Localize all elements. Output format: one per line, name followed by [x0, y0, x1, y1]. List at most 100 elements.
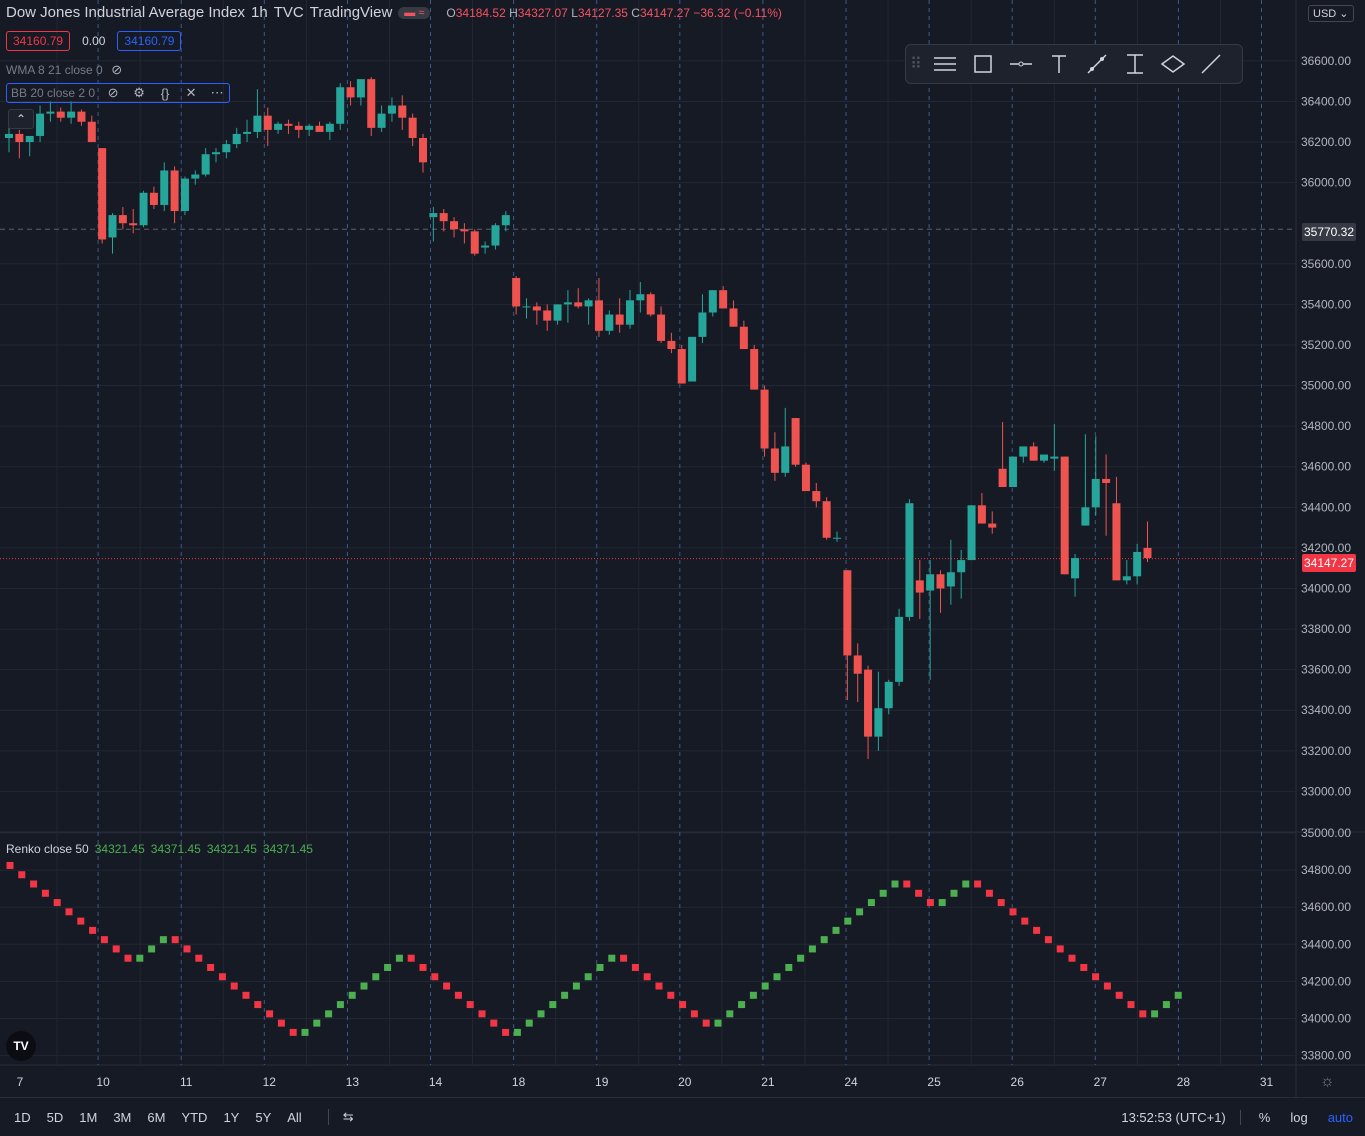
currency-button[interactable]: USD ⌄ [1308, 5, 1354, 22]
time-axis[interactable]: 7 10 11 12 13 14 18 19 20 21 24 25 26 27 28 31 [17, 1075, 1274, 1089]
candle-body [770, 448, 779, 473]
y-tick-label: 33200.00 [1301, 744, 1351, 758]
range-6m-button[interactable]: 6M [147, 1109, 166, 1125]
tradingview-logo[interactable]: TV [6, 1031, 36, 1061]
chevron-up-icon: ⌃ [15, 112, 27, 126]
price-range-button[interactable] [1116, 45, 1154, 83]
renko-brick [1080, 963, 1088, 971]
renko-brick [431, 973, 439, 981]
source-code-icon[interactable]: {} [160, 85, 170, 101]
ray-tool-button[interactable] [1192, 45, 1230, 83]
renko-brick [1139, 1010, 1147, 1018]
text-tool-button[interactable] [1040, 45, 1078, 83]
percent-scale-button[interactable]: % [1258, 1109, 1271, 1125]
range-1m-button[interactable]: 1M [79, 1109, 98, 1125]
renko-brick [1033, 926, 1041, 934]
collapse-legend-button[interactable]: ⌃ [8, 109, 34, 129]
candle-body [5, 133, 13, 138]
wma-legend[interactable]: WMA 8 21 close 0 ⊘ [6, 62, 125, 78]
renko-y-tick-label: 34400.00 [1301, 937, 1351, 951]
rectangle-tool-button[interactable] [964, 45, 1002, 83]
range-5d-button[interactable]: 5D [46, 1109, 64, 1125]
interval-label[interactable]: 1h [251, 4, 268, 21]
candle-body [729, 308, 738, 327]
log-scale-button[interactable]: log [1290, 1109, 1308, 1125]
trend-line-button[interactable] [1078, 45, 1116, 83]
sell-price-button[interactable]: 34160.79 [6, 31, 71, 51]
candle-body [750, 349, 759, 390]
renko-brick [1151, 1010, 1159, 1018]
go-to-date-button[interactable]: ⇆ [327, 1109, 354, 1125]
renko-brick [89, 926, 97, 934]
candle-body [481, 245, 490, 248]
last-price-label: 34147.27 [1302, 554, 1356, 572]
renko-brick [1044, 936, 1052, 944]
symbol-title[interactable]: Dow Jones Industrial Average Index [6, 4, 246, 21]
candle-body [336, 87, 345, 124]
y-tick-label: 33400.00 [1301, 703, 1351, 717]
range-3m-button[interactable]: 3M [113, 1109, 132, 1125]
x-tick-label: 18 [512, 1075, 526, 1089]
range-ytd-button[interactable]: YTD [181, 1109, 208, 1125]
renko-brick [112, 945, 120, 953]
candle-body [1071, 558, 1080, 579]
line-icon [1201, 54, 1221, 74]
bb-legend[interactable]: BB 20 close 2 0 ⊘ ⚙ {} ✕ ⋯ [6, 83, 231, 103]
renko-brick [643, 973, 651, 981]
renko-brick [903, 880, 911, 888]
auto-scale-button[interactable]: auto [1327, 1109, 1353, 1125]
renko-brick [443, 982, 451, 990]
candle-body [812, 491, 821, 502]
more-icon[interactable]: ⋯ [210, 85, 224, 100]
drawing-toolbar: ⠿ [905, 44, 1243, 84]
renko-legend[interactable]: Renko close 50 34321.45 34371.45 34321.4… [6, 842, 313, 856]
renko-brick [915, 889, 923, 897]
drag-handle-icon[interactable]: ⠿ [910, 56, 922, 73]
candle-body [822, 501, 831, 538]
x-tick-label: 26 [1011, 1075, 1025, 1089]
chart-canvas[interactable]: 36600.00 36400.00 36200.00 36000.00 35600.00… [0, 0, 1365, 1097]
candle-body [419, 137, 427, 163]
buy-price-button[interactable]: 34160.79 [117, 31, 182, 51]
candle-body [274, 123, 283, 130]
range-all-button[interactable]: All [287, 1109, 302, 1125]
polygon-tool-button[interactable] [1154, 45, 1192, 83]
candle-body [874, 708, 883, 737]
candle-body [584, 300, 593, 307]
candle-body [108, 215, 117, 238]
range-5y-button[interactable]: 5Y [255, 1109, 272, 1125]
clock-timezone[interactable]: 13:52:53 (UTC+1) [1121, 1109, 1241, 1125]
renko-brick [325, 1010, 333, 1018]
template-button[interactable] [926, 45, 964, 83]
horizontal-line-button[interactable] [1002, 45, 1040, 83]
candle-body [884, 681, 893, 709]
range-1d-button[interactable]: 1D [14, 1109, 31, 1125]
close-icon[interactable]: ✕ [185, 85, 197, 100]
candle-body [1133, 551, 1142, 577]
renko-brick [254, 1001, 262, 1009]
candle-body [118, 215, 127, 224]
renko-brick [997, 899, 1005, 907]
y-tick-label: 33000.00 [1301, 784, 1351, 798]
renko-brick [749, 991, 757, 999]
crosshair-price-label: 35770.32 [1302, 223, 1356, 241]
eye-hidden-icon[interactable]: ⊘ [111, 62, 123, 77]
candle-body [356, 79, 365, 98]
renko-brick [974, 880, 982, 888]
price-axis[interactable]: 36600.00 36400.00 36200.00 36000.00 35600.00… [1301, 54, 1351, 1063]
axis-settings-button[interactable]: ☼ [1320, 1073, 1335, 1091]
candle-body [67, 111, 76, 118]
candle-body [698, 312, 707, 337]
market-status-icon[interactable]: ▬ ≈ [398, 6, 431, 19]
y-tick-label: 36200.00 [1301, 135, 1351, 149]
candle-body [719, 290, 728, 309]
gear-icon[interactable]: ⚙ [133, 85, 145, 100]
candle-body [77, 111, 86, 122]
x-tick-label: 7 [17, 1075, 24, 1089]
candle-body [1091, 478, 1100, 508]
candle-body [512, 278, 521, 307]
y-tick-label: 35600.00 [1301, 257, 1351, 271]
renko-brick [985, 889, 993, 897]
eye-hidden-icon[interactable]: ⊘ [107, 85, 119, 100]
range-1y-button[interactable]: 1Y [223, 1109, 240, 1125]
